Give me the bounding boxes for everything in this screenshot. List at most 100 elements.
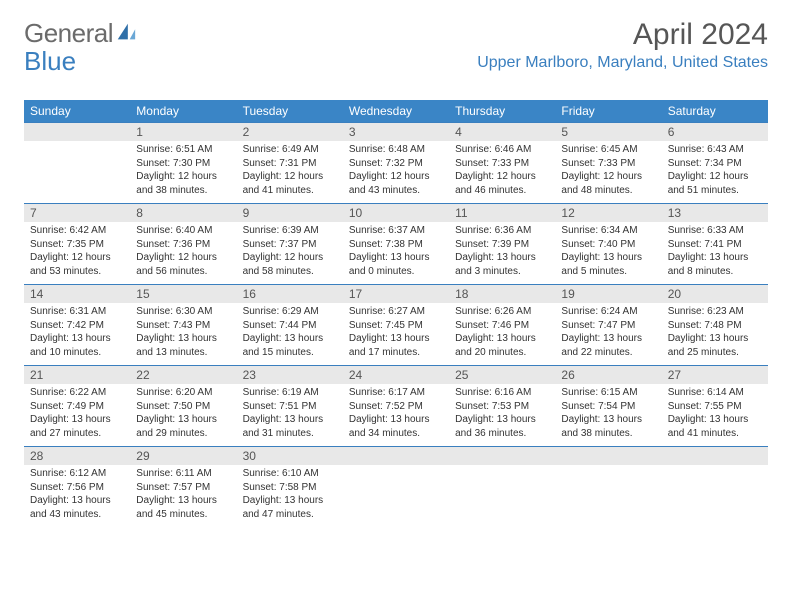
sunrise: Sunrise: 6:42 AM [30,224,124,238]
day-header-row: Sunday Monday Tuesday Wednesday Thursday… [24,100,768,123]
daylight: Daylight: 12 hours and 43 minutes. [349,170,443,197]
day-number: 26 [555,366,661,385]
day-number [449,447,555,466]
detail-row: Sunrise: 6:51 AMSunset: 7:30 PMDaylight:… [24,141,768,204]
daylight: Daylight: 13 hours and 15 minutes. [243,332,337,359]
day-number: 9 [237,204,343,223]
day-detail: Sunrise: 6:42 AMSunset: 7:35 PMDaylight:… [24,222,130,285]
day-detail [662,465,768,527]
sunset: Sunset: 7:47 PM [561,319,655,333]
day-detail: Sunrise: 6:20 AMSunset: 7:50 PMDaylight:… [130,384,236,447]
day-number: 6 [662,123,768,142]
day-number: 10 [343,204,449,223]
daylight: Daylight: 13 hours and 43 minutes. [30,494,124,521]
daynum-row: 78910111213 [24,204,768,223]
day-detail: Sunrise: 6:30 AMSunset: 7:43 PMDaylight:… [130,303,236,366]
day-detail: Sunrise: 6:12 AMSunset: 7:56 PMDaylight:… [24,465,130,527]
day-detail: Sunrise: 6:29 AMSunset: 7:44 PMDaylight:… [237,303,343,366]
day-detail: Sunrise: 6:49 AMSunset: 7:31 PMDaylight:… [237,141,343,204]
sunset: Sunset: 7:46 PM [455,319,549,333]
day-number: 28 [24,447,130,466]
sunset: Sunset: 7:51 PM [243,400,337,414]
daylight: Daylight: 13 hours and 8 minutes. [668,251,762,278]
day-detail: Sunrise: 6:37 AMSunset: 7:38 PMDaylight:… [343,222,449,285]
detail-row: Sunrise: 6:12 AMSunset: 7:56 PMDaylight:… [24,465,768,527]
sunset: Sunset: 7:55 PM [668,400,762,414]
detail-row: Sunrise: 6:42 AMSunset: 7:35 PMDaylight:… [24,222,768,285]
day-detail: Sunrise: 6:27 AMSunset: 7:45 PMDaylight:… [343,303,449,366]
detail-row: Sunrise: 6:31 AMSunset: 7:42 PMDaylight:… [24,303,768,366]
day-detail: Sunrise: 6:31 AMSunset: 7:42 PMDaylight:… [24,303,130,366]
day-detail [555,465,661,527]
day-number: 24 [343,366,449,385]
day-number: 13 [662,204,768,223]
sunset: Sunset: 7:48 PM [668,319,762,333]
day-number: 16 [237,285,343,304]
day-number: 11 [449,204,555,223]
day-number: 19 [555,285,661,304]
daylight: Daylight: 13 hours and 47 minutes. [243,494,337,521]
sunset: Sunset: 7:44 PM [243,319,337,333]
sunset: Sunset: 7:56 PM [30,481,124,495]
day-detail: Sunrise: 6:43 AMSunset: 7:34 PMDaylight:… [662,141,768,204]
sunset: Sunset: 7:50 PM [136,400,230,414]
daynum-row: 282930 [24,447,768,466]
day-detail [449,465,555,527]
sunrise: Sunrise: 6:43 AM [668,143,762,157]
sunrise: Sunrise: 6:39 AM [243,224,337,238]
day-detail: Sunrise: 6:17 AMSunset: 7:52 PMDaylight:… [343,384,449,447]
sunrise: Sunrise: 6:19 AM [243,386,337,400]
day-detail: Sunrise: 6:11 AMSunset: 7:57 PMDaylight:… [130,465,236,527]
sunrise: Sunrise: 6:45 AM [561,143,655,157]
day-number: 7 [24,204,130,223]
day-number: 29 [130,447,236,466]
daylight: Daylight: 12 hours and 51 minutes. [668,170,762,197]
sail-icon [115,21,137,43]
daylight: Daylight: 12 hours and 41 minutes. [243,170,337,197]
daylight: Daylight: 12 hours and 58 minutes. [243,251,337,278]
sunset: Sunset: 7:37 PM [243,238,337,252]
daylight: Daylight: 13 hours and 20 minutes. [455,332,549,359]
sunset: Sunset: 7:30 PM [136,157,230,171]
day-number: 23 [237,366,343,385]
daylight: Daylight: 13 hours and 36 minutes. [455,413,549,440]
sunrise: Sunrise: 6:24 AM [561,305,655,319]
day-number: 4 [449,123,555,142]
day-number: 21 [24,366,130,385]
daylight: Daylight: 13 hours and 34 minutes. [349,413,443,440]
day-detail: Sunrise: 6:26 AMSunset: 7:46 PMDaylight:… [449,303,555,366]
calendar-table: Sunday Monday Tuesday Wednesday Thursday… [24,100,768,527]
sunset: Sunset: 7:33 PM [455,157,549,171]
day-detail: Sunrise: 6:23 AMSunset: 7:48 PMDaylight:… [662,303,768,366]
month-title: April 2024 [477,18,768,52]
day-number [662,447,768,466]
sunrise: Sunrise: 6:14 AM [668,386,762,400]
sunset: Sunset: 7:33 PM [561,157,655,171]
logo: General [24,18,137,49]
day-header: Tuesday [237,100,343,123]
sunrise: Sunrise: 6:11 AM [136,467,230,481]
day-detail [343,465,449,527]
sunset: Sunset: 7:52 PM [349,400,443,414]
sunset: Sunset: 7:57 PM [136,481,230,495]
sunset: Sunset: 7:42 PM [30,319,124,333]
daylight: Daylight: 13 hours and 17 minutes. [349,332,443,359]
day-header: Thursday [449,100,555,123]
sunset: Sunset: 7:39 PM [455,238,549,252]
sunrise: Sunrise: 6:37 AM [349,224,443,238]
day-detail: Sunrise: 6:33 AMSunset: 7:41 PMDaylight:… [662,222,768,285]
daylight: Daylight: 13 hours and 45 minutes. [136,494,230,521]
day-number: 18 [449,285,555,304]
sunset: Sunset: 7:54 PM [561,400,655,414]
sunrise: Sunrise: 6:26 AM [455,305,549,319]
day-detail: Sunrise: 6:39 AMSunset: 7:37 PMDaylight:… [237,222,343,285]
sunrise: Sunrise: 6:12 AM [30,467,124,481]
daylight: Daylight: 12 hours and 48 minutes. [561,170,655,197]
daylight: Daylight: 13 hours and 27 minutes. [30,413,124,440]
daylight: Daylight: 13 hours and 38 minutes. [561,413,655,440]
day-detail: Sunrise: 6:22 AMSunset: 7:49 PMDaylight:… [24,384,130,447]
day-header: Saturday [662,100,768,123]
sunset: Sunset: 7:32 PM [349,157,443,171]
sunrise: Sunrise: 6:46 AM [455,143,549,157]
sunrise: Sunrise: 6:40 AM [136,224,230,238]
